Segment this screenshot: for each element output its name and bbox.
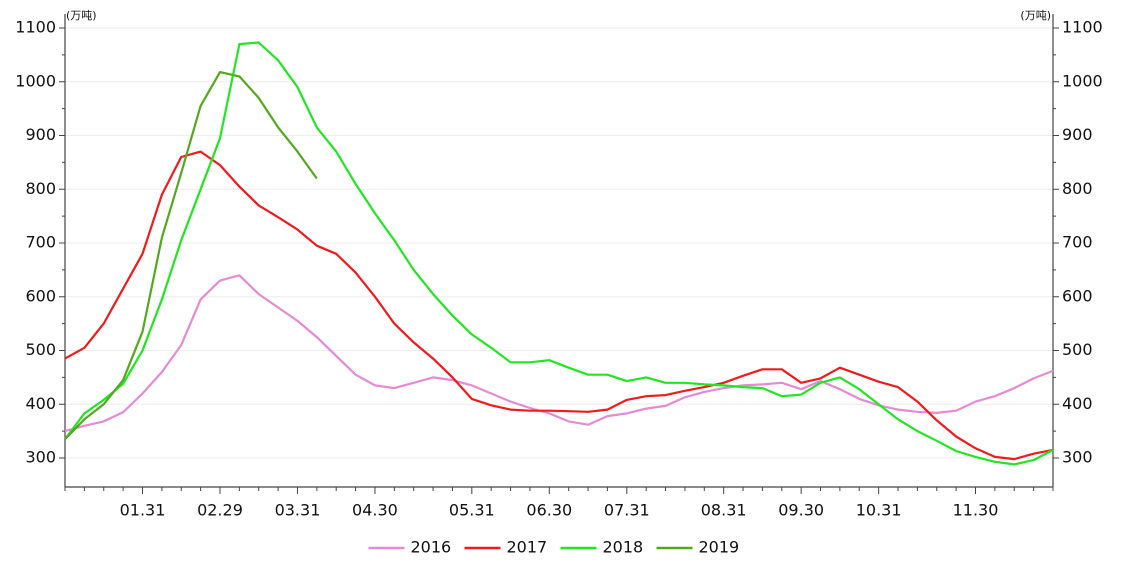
y-tick-label: 1000 bbox=[15, 71, 56, 90]
legend-label: 2016 bbox=[411, 538, 452, 557]
y2-tick-label: 300 bbox=[1062, 448, 1093, 467]
y-tick-label: 1100 bbox=[15, 18, 56, 37]
y-tick-label: 800 bbox=[25, 179, 56, 198]
y2-tick-label: 1100 bbox=[1062, 18, 1103, 37]
y2-tick-label: 900 bbox=[1062, 125, 1093, 144]
x-tick-label: 03.31 bbox=[275, 501, 321, 520]
y2-tick-label: 700 bbox=[1062, 233, 1093, 252]
x-tick-label: 04.30 bbox=[352, 501, 398, 520]
y2-tick-label: 500 bbox=[1062, 340, 1093, 359]
y2-tick-label: 1000 bbox=[1062, 71, 1103, 90]
x-tick-label: 10.31 bbox=[856, 501, 902, 520]
y-tick-label: 300 bbox=[25, 448, 56, 467]
x-tick-label: 01.31 bbox=[120, 501, 166, 520]
legend-label: 2017 bbox=[507, 538, 548, 557]
series-line bbox=[64, 274, 1054, 433]
y-tick-label: 600 bbox=[25, 286, 56, 305]
y-unit-left: (万吨) bbox=[66, 9, 97, 22]
y-tick-label: 900 bbox=[25, 125, 56, 144]
y-unit-right: (万吨) bbox=[1020, 9, 1051, 22]
series-line bbox=[64, 150, 1054, 461]
x-tick-label: 07.31 bbox=[604, 501, 650, 520]
y-tick-label: 700 bbox=[25, 233, 56, 252]
x-tick-label: 08.31 bbox=[701, 501, 747, 520]
y2-tick-label: 800 bbox=[1062, 179, 1093, 198]
y2-tick-label: 400 bbox=[1062, 394, 1093, 413]
x-tick-label: 09.30 bbox=[778, 501, 824, 520]
x-tick-label: 06.30 bbox=[526, 501, 572, 520]
legend-label: 2019 bbox=[699, 538, 740, 557]
y2-tick-label: 600 bbox=[1062, 286, 1093, 305]
series-line bbox=[64, 41, 1054, 466]
x-tick-label: 11.30 bbox=[953, 501, 999, 520]
legend-label: 2018 bbox=[603, 538, 644, 557]
series-line bbox=[64, 71, 318, 440]
x-tick-label: 02.29 bbox=[197, 501, 243, 520]
y-tick-label: 400 bbox=[25, 394, 56, 413]
x-tick-label: 05.31 bbox=[449, 501, 495, 520]
y-tick-label: 500 bbox=[25, 340, 56, 359]
